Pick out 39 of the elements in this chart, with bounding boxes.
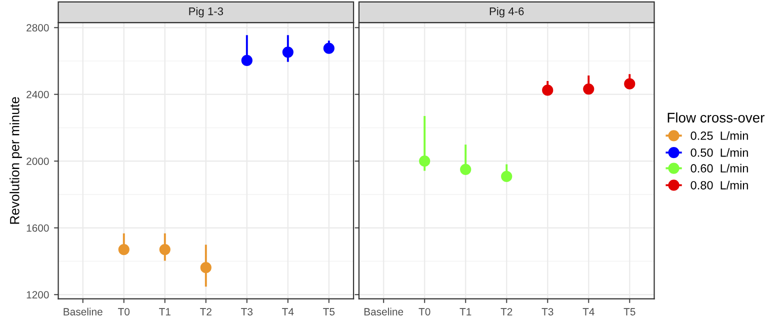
legend-label: 0.50 L/min [690, 148, 748, 157]
x-tick-label: Baseline [364, 308, 404, 316]
point [419, 156, 430, 167]
y-tick-label: 1200 [26, 291, 49, 298]
x-tick-label: T3 [542, 308, 554, 316]
legend-label: 0.25 L/min [690, 131, 748, 140]
legend-label: 0.60 L/min [690, 164, 748, 173]
x-tick-label: T5 [323, 308, 335, 316]
legend-title: Flow cross-over [668, 112, 764, 123]
point [241, 54, 252, 66]
point [624, 78, 636, 90]
x-tick-label: T4 [582, 308, 594, 316]
point [323, 42, 334, 54]
point [460, 164, 472, 176]
y-tick-label: 2800 [26, 24, 49, 32]
point [501, 170, 512, 182]
x-tick-label: T3 [241, 308, 253, 316]
x-tick-label: Baseline [64, 308, 102, 316]
point [118, 244, 130, 256]
point [159, 244, 170, 256]
legend-label: 0.80 L/min [690, 180, 748, 190]
x-tick-label: T2 [200, 308, 212, 316]
y-tick-label: 2000 [26, 158, 49, 165]
x-tick-label: T5 [624, 308, 636, 316]
point [200, 262, 212, 274]
y-tick-label: 1600 [26, 224, 49, 232]
point [542, 84, 554, 96]
x-tick-label: T2 [500, 308, 512, 316]
x-tick-label: T0 [118, 308, 130, 316]
x-tick-label: T1 [159, 308, 170, 316]
point [583, 83, 594, 95]
x-tick-label: T0 [418, 308, 430, 316]
x-tick-label: T4 [282, 308, 294, 316]
y-axis-title: Revolution per minute [10, 97, 22, 224]
chart-title: Pig 1-3 [189, 7, 224, 18]
chart-title: Pig 4-6 [490, 7, 524, 18]
y-tick-label: 2400 [26, 90, 49, 98]
point [282, 46, 294, 58]
x-tick-label: T1 [460, 308, 472, 316]
